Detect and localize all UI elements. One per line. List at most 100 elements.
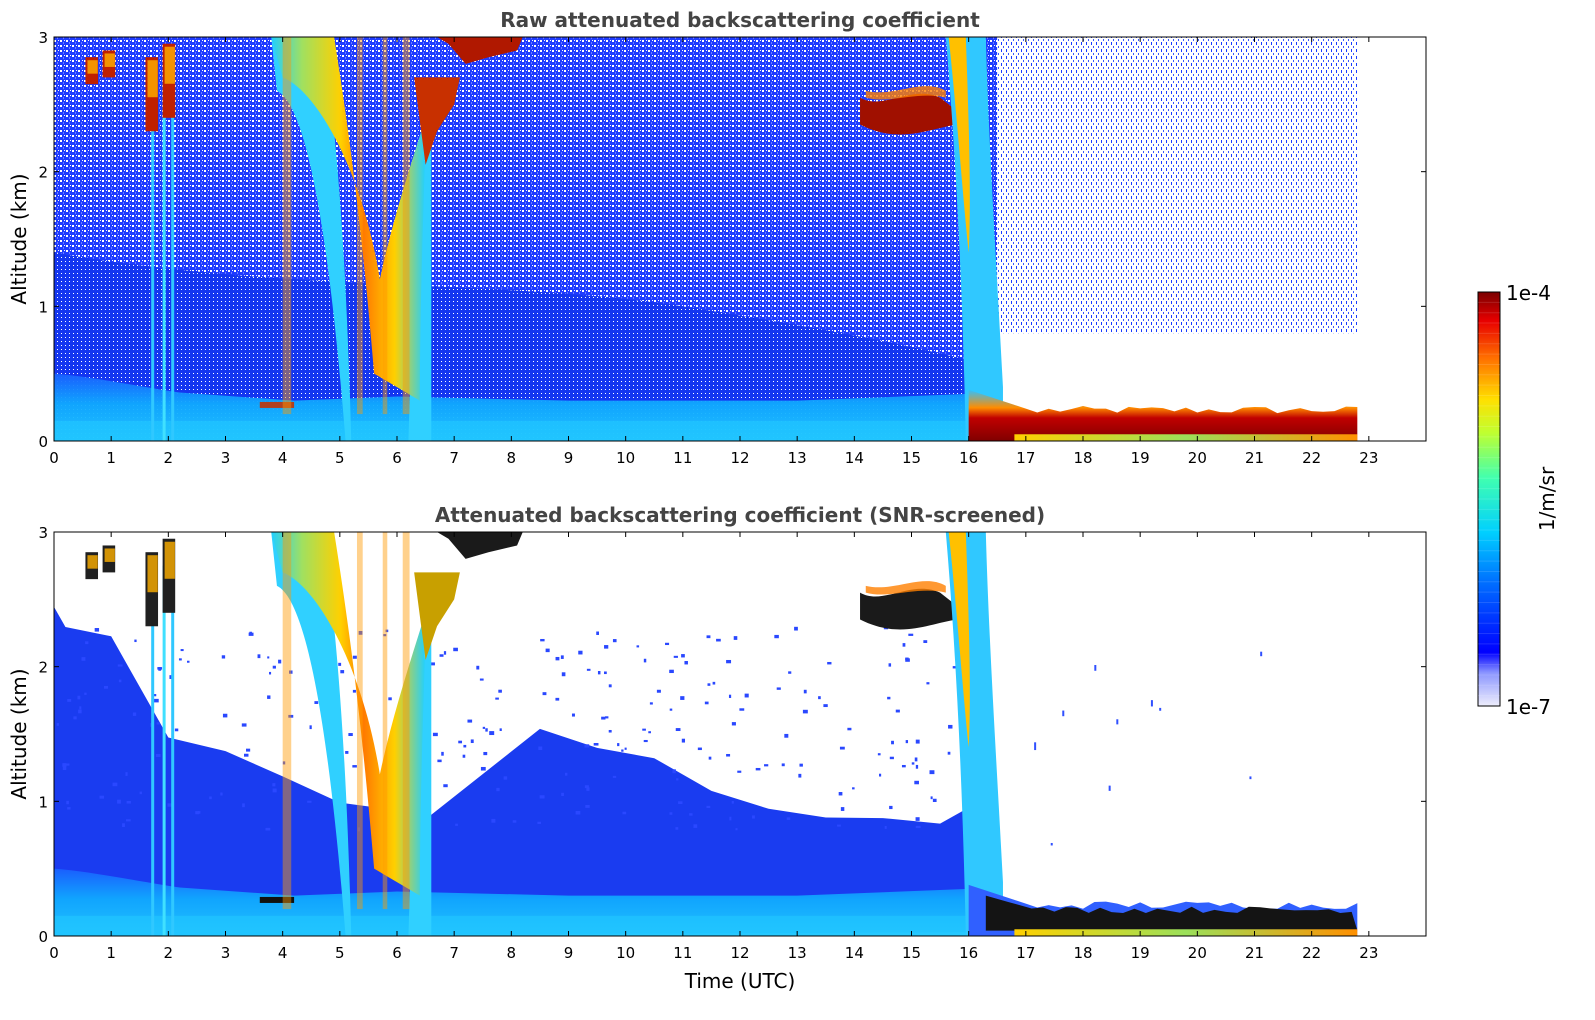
precipitation-envelope: [271, 532, 432, 936]
precipitation-core: [271, 37, 426, 401]
x-tick-label: 0: [49, 944, 59, 962]
mid-cloud: [860, 93, 958, 135]
y-tick-label: 1: [38, 793, 48, 811]
colorbar-min-label: 1e-7: [1506, 695, 1551, 719]
y-tick-label: 1: [38, 298, 48, 316]
precip-streak: [382, 37, 388, 415]
x-tick-label: 5: [335, 944, 345, 962]
x-tick-label: 18: [1073, 449, 1092, 467]
x-tick-label: 22: [1302, 944, 1321, 962]
cloud-top: [437, 532, 523, 559]
precip-streak: [282, 37, 292, 415]
surface-cloud-patch: [259, 896, 295, 903]
x-tick-label: 21: [1245, 449, 1264, 467]
chart-title: Raw attenuated backscattering coefficien…: [500, 8, 980, 32]
x-tick-label: 16: [959, 944, 978, 962]
x-tick-label: 12: [730, 944, 749, 962]
precip-streak: [151, 565, 155, 936]
x-tick-label: 14: [845, 449, 864, 467]
x-tick-label: 22: [1302, 449, 1321, 467]
precip-streak: [402, 532, 410, 910]
precip-streak: [171, 565, 175, 936]
x-tick-label: 11: [673, 449, 692, 467]
chart-title: Attenuated backscattering coefficient (S…: [435, 503, 1045, 527]
x-tick-label: 3: [221, 449, 231, 467]
x-tick-label: 23: [1359, 449, 1378, 467]
colorbar-max-label: 1e-4: [1506, 281, 1551, 305]
precip-streak: [151, 70, 155, 441]
x-tick-label: 6: [392, 944, 402, 962]
y-tick-label: 0: [38, 433, 48, 451]
x-tick-label: 17: [1016, 944, 1035, 962]
x-tick-label: 21: [1245, 944, 1264, 962]
precip-streak: [162, 70, 166, 441]
x-tick-label: 10: [616, 944, 635, 962]
chart-panel-2: 0 1 2 3 4 5 6 7 8 9 10 11 12 13 14 15 16 17 18 19 20 21 22 2301…: [7, 503, 1427, 993]
x-tick-label: 9: [564, 944, 574, 962]
x-axis-label: Time (UTC): [684, 969, 796, 993]
cloud-top: [437, 37, 523, 64]
x-tick-label: 10: [616, 449, 635, 467]
x-tick-label: 7: [449, 449, 459, 467]
surface-layer: [54, 420, 969, 441]
x-tick-label: 1: [106, 449, 116, 467]
fog-base: [1014, 929, 1358, 936]
precipitation-core-2: [948, 37, 970, 253]
x-tick-label: 16: [959, 449, 978, 467]
x-tick-label: 4: [278, 449, 288, 467]
x-tick-label: 9: [564, 449, 574, 467]
x-tick-label: 6: [392, 449, 402, 467]
x-tick-label: 2: [164, 944, 174, 962]
x-tick-label: 15: [902, 449, 921, 467]
x-tick-label: 14: [845, 944, 864, 962]
precip-streak: [171, 70, 175, 441]
noise-background-sparse: [997, 37, 1358, 334]
virga: [414, 572, 460, 660]
x-tick-label: 1: [106, 944, 116, 962]
y-tick-label: 2: [38, 659, 48, 677]
x-tick-label: 13: [788, 944, 807, 962]
precip-streak: [382, 532, 388, 910]
x-tick-label: 15: [902, 944, 921, 962]
surface-layer: [54, 915, 969, 936]
x-tick-label: 0: [49, 449, 59, 467]
x-tick-label: 18: [1073, 944, 1092, 962]
surface-cloud-patch: [259, 401, 295, 408]
x-tick-label: 3: [221, 944, 231, 962]
no-data-region: [1357, 532, 1426, 936]
colorbar-label: 1/m/sr: [1535, 466, 1559, 531]
no-data-region: [1357, 37, 1426, 441]
heatmap-area: [54, 532, 1426, 936]
precipitation-core: [271, 532, 426, 896]
x-tick-label: 7: [449, 944, 459, 962]
x-tick-label: 2: [164, 449, 174, 467]
x-tick-label: 19: [1131, 944, 1150, 962]
x-tick-label: 12: [730, 449, 749, 467]
x-tick-label: 8: [507, 449, 517, 467]
fog-layer: [968, 389, 1358, 441]
x-tick-label: 19: [1131, 449, 1150, 467]
y-axis-label: Altitude (km): [7, 173, 31, 304]
virga: [414, 77, 460, 165]
precipitation-core-2: [948, 532, 970, 748]
fog-base: [1014, 434, 1358, 441]
chart-panel-1: 0 1 2 3 4 5 6 7 8 9 10 11 12 13 14 15 16 17 18 19 20 21 22 2301…: [7, 8, 1427, 467]
precip-streak: [162, 565, 166, 936]
colorbar: 1e-4 1e-7 1/m/sr: [1477, 281, 1559, 719]
colorbar-gradient: [1477, 291, 1501, 707]
precip-streak: [282, 532, 292, 910]
y-tick-label: 3: [38, 29, 48, 47]
x-tick-label: 8: [507, 944, 517, 962]
x-tick-label: 11: [673, 944, 692, 962]
x-tick-label: 13: [788, 449, 807, 467]
y-axis-label: Altitude (km): [7, 668, 31, 799]
noise-dense-region: [54, 252, 969, 441]
precip-streak: [402, 37, 410, 415]
x-tick-label: 23: [1359, 944, 1378, 962]
mid-cloud: [860, 588, 958, 630]
precip-streak: [356, 37, 363, 415]
precipitation-envelope: [271, 37, 432, 441]
y-tick-label: 0: [38, 928, 48, 946]
fog-layer-core: [985, 895, 1358, 931]
